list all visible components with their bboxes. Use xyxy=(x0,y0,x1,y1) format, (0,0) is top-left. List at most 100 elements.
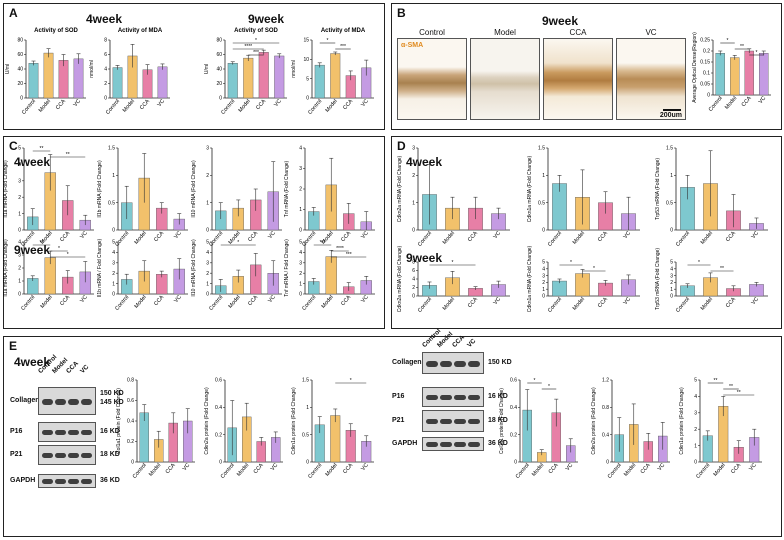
y-tick-label: 1 xyxy=(299,281,302,287)
y-axis-label: Il1b mRNA / Fold Change) xyxy=(97,238,103,297)
significance-mark: *** xyxy=(346,252,352,258)
blot-strip xyxy=(38,387,96,415)
y-tick-label: 0 xyxy=(299,292,302,298)
y-tick-label: 1 xyxy=(542,287,545,293)
y-tick-label: 1 xyxy=(670,287,673,293)
x-tick-label: VC xyxy=(273,98,283,108)
significance-mark: * xyxy=(548,384,550,390)
y-tick-label: 0.05 xyxy=(700,82,710,88)
y-tick-label: 0 xyxy=(206,292,209,298)
y-axis-label: Trp53 mRNA (Fold Change) xyxy=(655,158,661,220)
y-tick-label: 2 xyxy=(299,271,302,277)
y-tick-label: 5 xyxy=(299,240,302,246)
y-tick-label: 1.5 xyxy=(108,146,115,152)
y-axis-label: Il1a mRNA (Fold Change) xyxy=(3,160,9,218)
panel-b-label: B xyxy=(397,6,406,20)
y-tick-label: 1 xyxy=(542,173,545,179)
blot-band xyxy=(68,453,79,458)
significance-mark: * xyxy=(727,38,729,44)
significance-mark: * xyxy=(698,260,700,266)
y-tick-label: 8 xyxy=(104,38,107,44)
panel-e-label: E xyxy=(9,339,18,353)
y-axis-label: Cdkn2a mRNA (Fold Change) xyxy=(397,155,403,222)
y-tick-label: 0 xyxy=(707,93,710,99)
x-tick-label: VC xyxy=(73,98,83,108)
y-axis-label: Tnf mRNA (Fold Change) xyxy=(284,160,290,217)
y-axis-label: Average Optical Dense(Region) xyxy=(692,32,698,103)
panel-a-9week-title: 9week xyxy=(248,12,285,26)
y-tick-label: 0.6 xyxy=(510,378,517,384)
blot-strip xyxy=(422,352,484,374)
y-tick-label: 4 xyxy=(412,277,415,283)
bar xyxy=(715,52,725,96)
y-tick-label: 3 xyxy=(206,261,209,267)
blot-row-label: Collagen I xyxy=(392,359,426,366)
y-tick-label: 2 xyxy=(412,173,415,179)
panel-d: D 4week 9week xyxy=(391,136,782,329)
y-tick-label: 0.2 xyxy=(703,49,710,55)
x-tick-label: VC xyxy=(360,462,370,472)
blot-strip xyxy=(422,410,484,432)
y-tick-label: 0.15 xyxy=(700,60,710,66)
chart-title: Activity of SOD xyxy=(234,28,278,34)
blot-band xyxy=(55,479,66,484)
y-tick-label: 15 xyxy=(303,38,309,44)
micro-title-model: Model xyxy=(494,28,516,37)
y-tick-label: 0.4 xyxy=(127,419,134,425)
y-tick-label: 0.6 xyxy=(127,398,134,404)
x-tick-label: VC xyxy=(182,462,192,472)
y-axis-label: Col1a1 protein (Fold Change) xyxy=(116,388,122,454)
significance-mark: **** xyxy=(244,44,252,50)
significance-mark: **** xyxy=(336,246,344,252)
chart-e3: Cdkn1a protein (Fold Change)00.511.5Cont… xyxy=(291,378,374,480)
micrograph-model xyxy=(470,38,540,120)
x-tick-label: VC xyxy=(157,98,167,108)
y-tick-label: 5 xyxy=(542,260,545,266)
significance-mark: * xyxy=(67,252,69,258)
blot-band xyxy=(454,419,466,424)
y-tick-label: 60 xyxy=(216,52,222,58)
blot-band xyxy=(426,419,438,424)
bar xyxy=(274,55,285,99)
blot-row-label: P16 xyxy=(10,428,23,435)
x-tick-label: VC xyxy=(748,462,758,472)
chart-b1: Average Optical Dense(Region) 0 0.05 0.1 0.1… xyxy=(692,32,771,113)
y-axis-label: Cdkn2a mRNA (Fold Change) xyxy=(397,245,403,312)
y-tick-label: 0.8 xyxy=(602,405,609,411)
y-tick-label: 1 xyxy=(670,173,673,179)
x-tick-label: VC xyxy=(79,294,89,304)
panel-d-4week-title: 4week xyxy=(406,155,443,169)
y-tick-label: 2 xyxy=(18,266,21,272)
y-tick-label: 1 xyxy=(694,443,697,449)
y-tick-label: 3 xyxy=(299,166,302,172)
y-axis-label: Tnf mRNA / Fold Change) xyxy=(284,239,290,297)
panel-c-4week-title: 4week xyxy=(14,155,51,169)
y-tick-label: 5 xyxy=(206,240,209,246)
y-tick-label: 4 xyxy=(112,250,115,256)
y-tick-label: 1 xyxy=(112,281,115,287)
y-tick-label: 6 xyxy=(104,52,107,58)
bar xyxy=(744,50,754,96)
bar xyxy=(243,57,254,99)
blot-band xyxy=(440,419,452,424)
y-tick-label: 10 xyxy=(303,57,309,63)
y-tick-label: 0.4 xyxy=(510,405,517,411)
y-tick-label: 0.6 xyxy=(215,378,222,384)
blot-band xyxy=(440,361,452,367)
y-tick-label: 3 xyxy=(299,261,302,267)
x-tick-label: VC xyxy=(267,230,277,240)
y-axis-label: Cdkn2a protein (Fold Change) xyxy=(591,387,597,455)
y-tick-label: 4 xyxy=(542,267,545,273)
blot-band xyxy=(468,419,480,424)
y-tick-label: 0 xyxy=(206,228,209,234)
blot-band xyxy=(426,442,438,447)
y-tick-label: 5 xyxy=(112,240,115,246)
y-tick-label: 1 xyxy=(18,211,21,217)
y-tick-label: 80 xyxy=(216,38,222,44)
blot-band xyxy=(55,453,66,458)
